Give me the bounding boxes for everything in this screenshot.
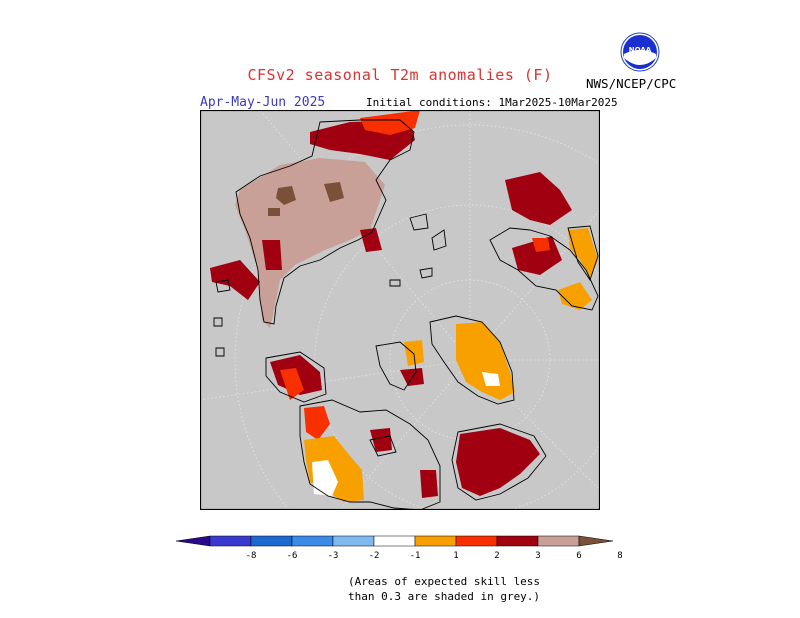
anomaly-patch-greenland-brown-2 bbox=[324, 182, 344, 202]
anomaly-patch-kamchatka bbox=[568, 228, 598, 278]
colorbar-tick-label: 8 bbox=[617, 551, 622, 561]
coast-europe bbox=[375, 341, 417, 391]
coast-novaya-zemlya bbox=[431, 229, 447, 251]
map-frame bbox=[200, 110, 600, 510]
coastlines bbox=[213, 119, 599, 510]
coast-africa bbox=[451, 423, 547, 501]
anomaly-patch-pnw-red bbox=[304, 406, 330, 440]
coast-kamchatka bbox=[567, 225, 599, 282]
colorbar: -8 -6 -3 -2 -1 1 2 3 6 8 bbox=[175, 535, 623, 561]
map-background bbox=[200, 110, 600, 510]
colorbar-tick-label: -6 bbox=[287, 551, 298, 561]
colorbar-swatch-8 bbox=[496, 535, 539, 547]
season-label: Apr-May-Jun 2025 bbox=[200, 95, 326, 110]
coast-siberia bbox=[489, 227, 599, 311]
colorbar-tick-label: -2 bbox=[369, 551, 380, 561]
colorbar-swatch-4 bbox=[332, 535, 375, 547]
colorbar-tick-labels: -8 -6 -3 -2 -1 1 2 3 6 8 bbox=[246, 551, 623, 561]
anomaly-patch-us-west-white bbox=[312, 460, 338, 496]
anomaly-patch-siberia-orange bbox=[532, 238, 550, 252]
anomaly-patch-eastern-greenland bbox=[360, 228, 382, 252]
anomaly-patch-okhotsk bbox=[558, 282, 592, 310]
colorbar-tick-label: 1 bbox=[453, 551, 458, 561]
anomaly-patch-central-asia-white bbox=[482, 372, 500, 386]
skill-note-line-2: than 0.3 are shaded in grey.) bbox=[348, 590, 541, 603]
colorbar-swatch-2 bbox=[250, 535, 293, 547]
coast-small-islands bbox=[213, 267, 433, 357]
colorbar-tick-label: -3 bbox=[328, 551, 339, 561]
colorbar-tick-label: 3 bbox=[535, 551, 540, 561]
anomaly-patch-canada-2 bbox=[262, 240, 282, 270]
colorbar-swatches bbox=[175, 535, 614, 547]
coast-alaska bbox=[265, 351, 327, 403]
polar-anomaly-map bbox=[200, 110, 600, 510]
anomaly-patch-europe-red bbox=[400, 368, 424, 386]
colorbar-tick-label: 2 bbox=[494, 551, 499, 561]
colorbar-tick-label: 6 bbox=[576, 551, 581, 561]
colorbar-swatch-1 bbox=[209, 535, 252, 547]
coast-greenland bbox=[235, 119, 415, 325]
initial-conditions-label: Initial conditions: 1Mar2025-10Mar2025 bbox=[366, 96, 618, 109]
anomaly-patch-greenland-orange bbox=[360, 110, 420, 135]
colorbar-swatch-9 bbox=[537, 535, 580, 547]
anomaly-patch-alaska-orange bbox=[280, 368, 304, 400]
colorbar-swatch-10 bbox=[578, 535, 614, 547]
anomaly-patch-greenland-brown-1 bbox=[276, 186, 296, 205]
coast-svalbard bbox=[409, 213, 429, 231]
colorbar-swatch-5 bbox=[373, 535, 416, 547]
logo-text: NOAA bbox=[629, 46, 652, 54]
colorbar-tick-label: -8 bbox=[246, 551, 257, 561]
noaa-logo: NOAA bbox=[620, 32, 660, 72]
anomaly-patch-greenland-tan bbox=[235, 158, 385, 328]
colorbar-swatch-3 bbox=[291, 535, 334, 547]
coast-north-america bbox=[299, 399, 441, 510]
anomaly-patch-siberia-2 bbox=[512, 236, 562, 275]
anomaly-patch-greenland-brown-3 bbox=[268, 208, 280, 216]
anomaly-patch-africa-red bbox=[456, 428, 540, 496]
agency-label: NWS/NCEP/CPC bbox=[586, 76, 677, 91]
coast-hudson-bay bbox=[369, 435, 397, 457]
anomaly-patch-central-asia-orange bbox=[456, 322, 515, 400]
colorbar-swatch-6 bbox=[414, 535, 457, 547]
colorbar-swatch-7 bbox=[455, 535, 498, 547]
skill-note-line-1: (Areas of expected skill less bbox=[348, 575, 541, 588]
anomaly-shading bbox=[210, 110, 598, 502]
chart-title: CFSv2 seasonal T2m anomalies (F) bbox=[247, 66, 553, 84]
skill-note: (Areas of expected skill less than 0.3 a… bbox=[348, 574, 540, 604]
anomaly-patch-siberia-1 bbox=[505, 172, 572, 225]
colorbar-swatch-0 bbox=[175, 535, 211, 547]
coast-central-asia bbox=[429, 315, 515, 405]
colorbar-tick-label: -1 bbox=[410, 551, 421, 561]
anomaly-patch-us-interior-red bbox=[370, 428, 392, 452]
anomaly-patch-caspian-orange bbox=[404, 340, 424, 366]
anomaly-patch-canada-west bbox=[210, 260, 260, 300]
anomaly-patch-mexico-red bbox=[420, 470, 438, 498]
